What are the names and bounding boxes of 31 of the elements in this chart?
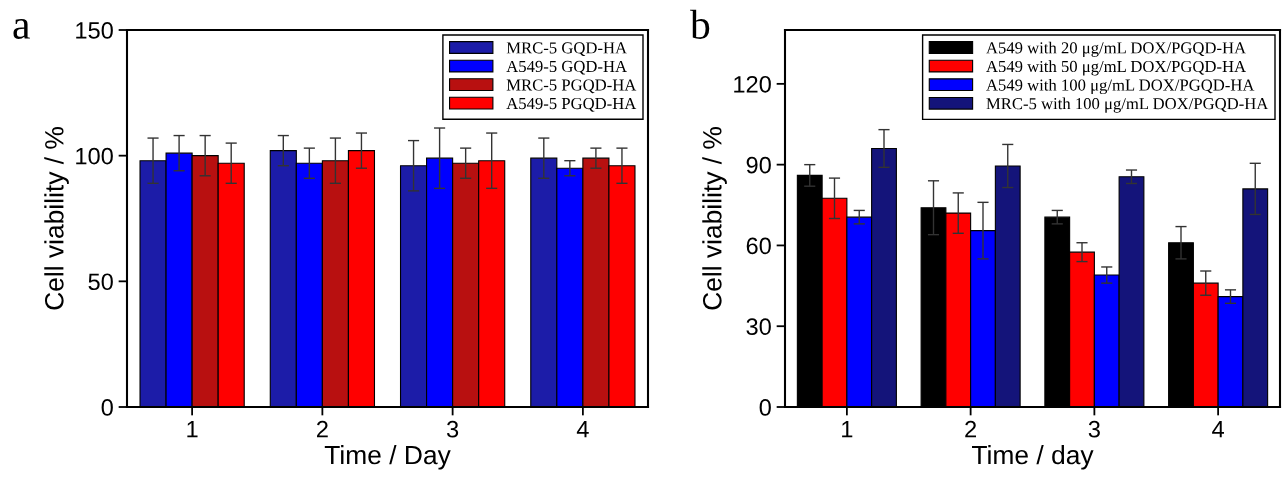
y-tick-label: 90 [746, 156, 771, 174]
y-axis-title: Cell viability / % [44, 127, 69, 310]
x-tick-label: 4 [576, 421, 589, 438]
y-tick-label: 0 [759, 399, 771, 416]
legend-label: A549-5 GQD-HA [506, 60, 627, 75]
x-axis-title: Time / Day [324, 444, 451, 470]
x-axis-title: Time / day [972, 444, 1094, 470]
y-tick-label: 30 [746, 318, 771, 335]
legend-label: A549-5 PGQD-HA [506, 97, 637, 112]
y-tick-label: 100 [76, 147, 113, 165]
legend-label: MRC-5 GQD-HA [506, 42, 627, 57]
legend-label: A549 with 20 μg/mL DOX/PGQD-HA [986, 41, 1246, 57]
x-tick-label: 3 [446, 420, 459, 438]
text: a [13, 19, 30, 39]
legend-label: A549 with 50 μg/mL DOX/PGQD-HA [986, 60, 1246, 76]
y-tick-label: 50 [88, 273, 113, 291]
x-tick-label: 3 [1088, 420, 1100, 438]
x-tick-label: 1 [187, 421, 198, 438]
legend-label: MRC-5 PGQD-HA [506, 79, 637, 94]
y-tick-label: 120 [734, 75, 771, 93]
x-tick-label: 4 [1212, 421, 1224, 438]
x-tick-label: 2 [317, 420, 328, 438]
x-tick-label: 1 [842, 421, 853, 438]
x-tick-label: 2 [965, 420, 977, 438]
text: b [690, 9, 710, 39]
y-tick-label: 0 [101, 399, 113, 416]
y-tick-label: 60 [746, 237, 771, 255]
y-axis-title: Cell viability / % [702, 127, 727, 310]
y-tick-label: 150 [76, 22, 113, 39]
legend-label: A549 with 100 μg/mL DOX/PGQD-HA [986, 78, 1255, 95]
legend-label: MRC-5 with 100 μg/mL DOX/PGQD-HA [986, 97, 1269, 113]
